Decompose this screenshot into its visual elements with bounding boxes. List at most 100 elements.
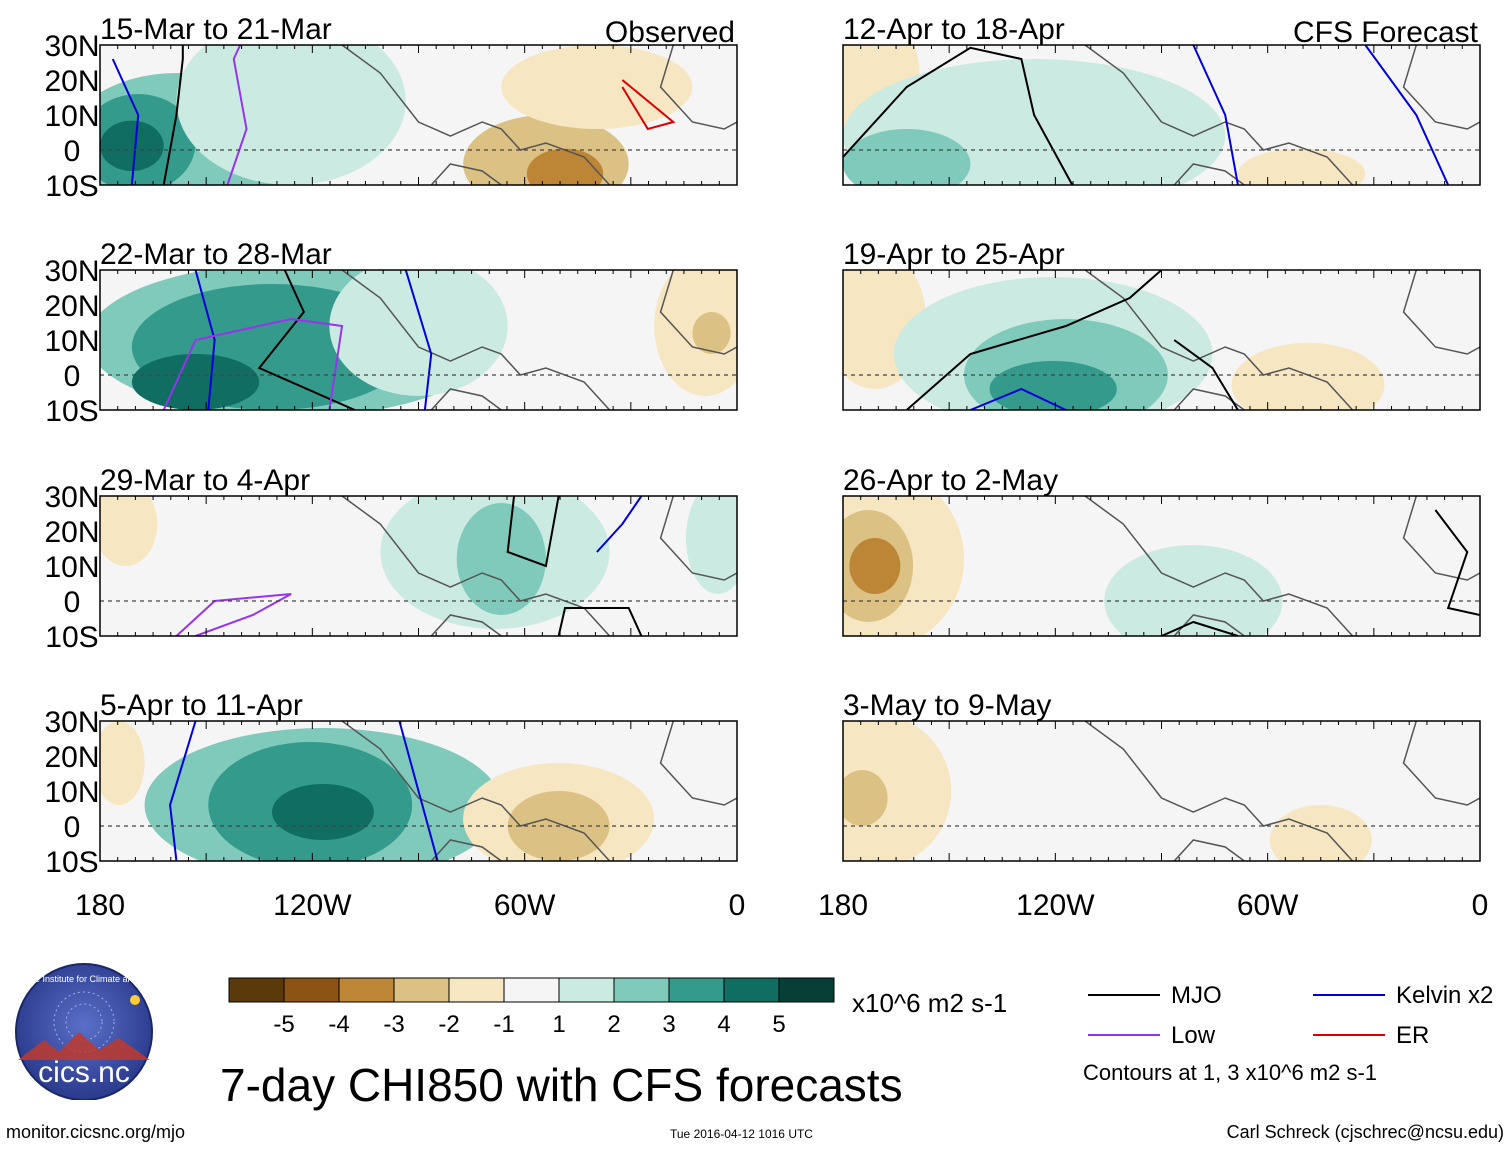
anomaly-region [100, 721, 145, 805]
wave-contour [1161, 620, 1239, 636]
colorbar-units: x10^6 m2 s-1 [852, 988, 1008, 1018]
wave-contour [1192, 45, 1239, 185]
wave-contour [169, 721, 197, 861]
panel-title: 19-Apr to 25-Apr [843, 238, 1065, 271]
panel-title: 3-May to 9-May [843, 689, 1051, 722]
map-panel: 26-Apr to 2-May [842, 464, 1481, 637]
coastline [659, 45, 737, 130]
coastline [430, 388, 502, 410]
y-tick-label: 0 [64, 360, 81, 393]
y-tick-label: 20N [44, 65, 99, 98]
y-tick-label: 10N [44, 551, 99, 584]
coastline [1173, 163, 1245, 185]
wave-contour [596, 496, 643, 553]
panel-title: 12-Apr to 18-Apr [843, 13, 1065, 46]
anomaly-region [100, 496, 158, 566]
wave-contour [1364, 45, 1450, 185]
panel-title: 29-Mar to 4-Apr [100, 464, 310, 497]
column-header: CFS Forecast [1293, 16, 1479, 49]
footer-timestamp: Tue 2016-04-12 1016 UTC [670, 1127, 813, 1141]
panel-title: 26-Apr to 2-May [843, 464, 1058, 497]
x-tick-label: 120W [273, 889, 352, 922]
map-panel: 19-Apr to 25-Apr [842, 238, 1481, 411]
anomaly-region [100, 120, 164, 171]
main-title: 7-day CHI850 with CFS forecasts [220, 1059, 903, 1111]
y-tick-label: 10N [44, 100, 99, 133]
wave-contour [1434, 509, 1480, 616]
wave-contour [1173, 339, 1239, 410]
coastline [659, 496, 737, 581]
wave-contour [404, 270, 433, 410]
y-tick-label: 30N [44, 481, 99, 514]
contour-note: Contours at 1, 3 x10^6 m2 s-1 [1083, 1060, 1378, 1085]
x-tick-label: 0 [729, 889, 746, 922]
anomaly-region [526, 148, 604, 185]
x-tick-label: 60W [494, 889, 556, 922]
footer-url[interactable]: monitor.cicsnc.org/mjo [6, 1122, 186, 1142]
anomaly-region [1269, 805, 1372, 861]
anomaly-region [1231, 342, 1385, 410]
panel-title: 5-Apr to 11-Apr [100, 689, 303, 722]
wave-contour [970, 387, 1067, 410]
y-tick-label: 30N [44, 30, 99, 63]
coastline [430, 163, 502, 185]
anomaly-region [271, 784, 374, 840]
y-tick-label: 10N [44, 325, 99, 358]
x-tick-label: 0 [1472, 889, 1489, 922]
y-tick-label: 0 [64, 811, 81, 844]
coastline [430, 839, 502, 861]
coastline [430, 614, 502, 636]
coastline [1402, 721, 1480, 806]
anomaly-region [849, 538, 901, 594]
wave-contour [398, 721, 439, 861]
anomaly-region [456, 503, 546, 615]
panel-title: 15-Mar to 21-Mar [100, 13, 332, 46]
y-tick-label: 20N [44, 516, 99, 549]
anomaly-region [501, 45, 693, 129]
y-tick-label: 0 [64, 135, 81, 168]
anomaly-region [131, 354, 260, 410]
panel-title: 22-Mar to 28-Mar [100, 238, 332, 271]
y-tick-label: 10S [45, 621, 98, 654]
coastline [1402, 45, 1480, 130]
wave-contour [621, 79, 676, 131]
y-tick-label: 30N [44, 706, 99, 739]
map-panel: 3-May to 9-May 180 120W 60W 0 [818, 689, 1489, 922]
map-panel: 12-Apr to 18-Apr CFS Forecast [842, 13, 1481, 186]
coastline [659, 270, 737, 355]
y-tick-label: 10S [45, 395, 98, 428]
anomaly-region [1104, 545, 1283, 636]
y-tick-label: 10S [45, 170, 98, 203]
anomaly-region [989, 361, 1117, 410]
x-tick-label: 180 [818, 889, 868, 922]
x-tick-label: 180 [75, 889, 125, 922]
wave-contour [226, 45, 248, 185]
wave-contour [194, 270, 216, 410]
x-tick-label: 60W [1237, 889, 1299, 922]
y-tick-label: 20N [44, 741, 99, 774]
wave-contour [506, 496, 560, 568]
y-tick-label: 0 [64, 586, 81, 619]
y-tick-label: 10S [45, 846, 98, 879]
anomaly-region [843, 770, 888, 826]
column-header: Observed [605, 16, 735, 49]
x-tick-label: 120W [1016, 889, 1095, 922]
logo-text: cics.nc [38, 1056, 130, 1089]
anomaly-region [329, 270, 508, 396]
coastline [1173, 839, 1245, 861]
wave-contour [257, 270, 356, 410]
footer-author: Carl Schreck (cjschrec@ncsu.edu) [1226, 1122, 1504, 1142]
coastline [1402, 270, 1480, 355]
wave-contour [906, 270, 1163, 410]
y-tick-label: 30N [44, 255, 99, 288]
wave-contour [162, 45, 184, 185]
anomaly-region [686, 496, 737, 594]
logo-ring-text: Cooperative Institute for Climate and Sa… [4, 974, 164, 984]
wave-contour [175, 593, 292, 636]
wave-contour [111, 58, 140, 185]
